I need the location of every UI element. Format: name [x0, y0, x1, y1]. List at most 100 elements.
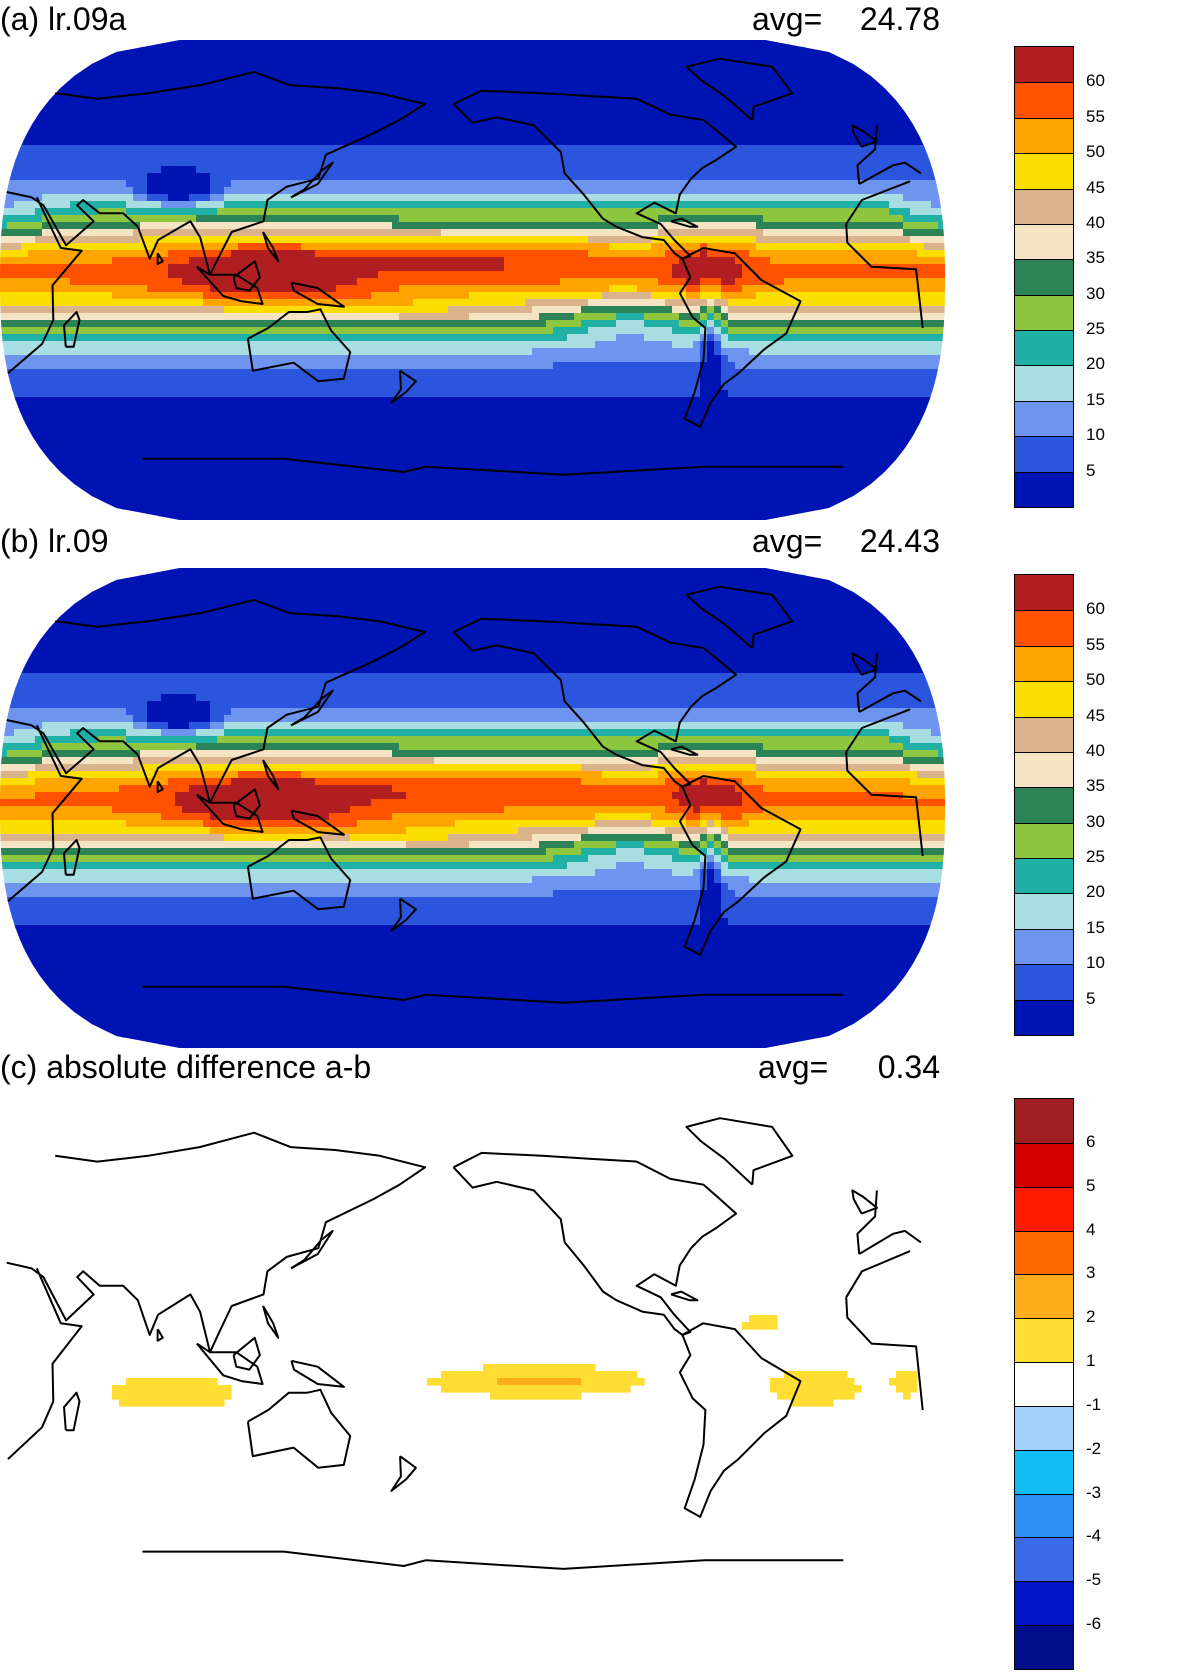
colorbar-swatch — [1015, 716, 1073, 752]
colorbar-a — [1014, 46, 1074, 508]
coastline-path — [142, 985, 844, 1004]
coastline-path — [6, 1131, 922, 1354]
colorbar-swatch — [1015, 822, 1073, 859]
colorbar-swatch — [1015, 294, 1073, 331]
coastline-path — [452, 1151, 738, 1336]
colorbar-tick-label: 60 — [1086, 599, 1105, 619]
coastline-path — [678, 247, 802, 428]
colorbar-swatch — [1015, 928, 1073, 965]
coastline-path — [678, 775, 802, 956]
colorbar-tick-label: 55 — [1086, 106, 1105, 126]
coastline-path — [290, 689, 334, 727]
colorbar-tick-label: -6 — [1086, 1614, 1102, 1634]
avg-value: 24.43 — [859, 523, 940, 559]
colorbar-swatch — [1015, 117, 1073, 154]
coastline-path — [63, 839, 81, 876]
colorbar-tick-label: 3 — [1086, 1263, 1096, 1283]
coastline-path — [390, 897, 417, 932]
coastline-path — [390, 1455, 417, 1492]
coastline-path — [156, 252, 164, 265]
map-b — [0, 568, 945, 1048]
coastline-path — [290, 281, 345, 308]
coastline-path — [290, 1229, 334, 1270]
colorbar-tick-label: 55 — [1086, 634, 1105, 654]
colorbar-swatch — [1015, 1405, 1073, 1450]
coastline-path — [246, 308, 352, 383]
colorbar-tick-label: 15 — [1086, 389, 1105, 409]
coastline-path — [670, 745, 699, 756]
colorbar-tick-label: 6 — [1086, 1131, 1096, 1151]
coastline-path — [851, 124, 878, 148]
colorbar-tick-label: -2 — [1086, 1438, 1102, 1458]
colorbar-swatch — [1015, 787, 1073, 823]
colorbar-tick-label: 30 — [1086, 811, 1105, 831]
colorbar-swatch — [1015, 893, 1073, 929]
coastline-path — [290, 1359, 345, 1388]
coastline-path — [670, 1290, 699, 1302]
coastline-path — [156, 1328, 164, 1342]
coastline-path — [196, 1342, 264, 1385]
panel-b: (b) lr.09 avg= 24.43 5 10 15 20 25 30 35 40 45 50… — [0, 522, 1183, 1048]
colorbar-tick-label: 25 — [1086, 319, 1105, 339]
colorbar-swatch — [1015, 1449, 1073, 1494]
colorbar-swatch — [1015, 1625, 1073, 1669]
panel-c: (c) absolute difference a-b avg= 0.34 -6… — [0, 1048, 1183, 1677]
coastline-path — [63, 311, 81, 348]
coastlines — [6, 1117, 924, 1570]
coastline-path — [262, 231, 280, 263]
coastline-path — [156, 780, 164, 793]
colorbar-swatch — [1015, 1493, 1073, 1538]
coastline-path — [685, 585, 794, 649]
colorbar-tick-label: -5 — [1086, 1570, 1102, 1590]
avg-label: avg= — [752, 1, 823, 37]
colorbar-tick-label: 10 — [1086, 425, 1105, 445]
avg-label: avg= — [752, 523, 823, 559]
colorbar-swatch — [1015, 999, 1073, 1035]
coastlines — [6, 585, 924, 1004]
coastline-path — [851, 652, 878, 676]
colorbar-tick-label: -1 — [1086, 1394, 1102, 1414]
panel-title: (b) lr.09 — [0, 523, 109, 559]
field-cells — [0, 568, 945, 1048]
colorbar-swatch — [1015, 259, 1073, 295]
coastline-path — [142, 457, 844, 476]
coastline-path — [7, 1250, 924, 1460]
panel-title: (c) absolute difference a-b — [0, 1049, 372, 1085]
colorbar-c — [1014, 1098, 1074, 1670]
coastline-path — [262, 1305, 280, 1339]
colorbar-tick-label: 20 — [1086, 882, 1105, 902]
colorbar-tick-label: -3 — [1086, 1482, 1102, 1502]
colorbar-tick-label: 4 — [1086, 1219, 1096, 1239]
coastline-path — [685, 57, 794, 121]
map-c — [6, 1117, 924, 1570]
colorbar-swatch — [1015, 1142, 1073, 1187]
coastline-path — [390, 369, 417, 404]
colorbar-tick-label: 35 — [1086, 776, 1105, 796]
colorbar-tick-label: 15 — [1086, 917, 1105, 937]
coastline-path — [232, 788, 261, 820]
colorbar-swatch — [1015, 188, 1073, 224]
colorbar-swatch — [1015, 365, 1073, 401]
colorbar-tick-label: 40 — [1086, 740, 1105, 760]
coastline-path — [196, 793, 264, 833]
colorbar-tick-label: 10 — [1086, 953, 1105, 973]
coastline-path — [232, 260, 261, 292]
colorbar-swatch — [1015, 1318, 1073, 1363]
colorbar-swatch — [1015, 964, 1073, 1000]
colorbar-swatch — [1015, 1581, 1073, 1626]
coastline-path — [670, 217, 699, 228]
colorbar-tick-label: 50 — [1086, 142, 1105, 162]
colorbar-tick-label: 5 — [1086, 460, 1096, 480]
colorbar-tick-label: 50 — [1086, 670, 1105, 690]
coastline-path — [246, 836, 352, 911]
coastline-path — [196, 265, 264, 305]
colorbar-tick-label: -4 — [1086, 1526, 1102, 1546]
field-cells — [112, 1315, 918, 1407]
avg-value: 24.78 — [859, 1, 940, 37]
panel-title: (a) lr.09a — [0, 1, 127, 37]
colorbar-swatch — [1015, 223, 1073, 260]
coastline-path — [7, 180, 924, 375]
field-cells — [0, 40, 945, 520]
colorbar-swatch — [1015, 681, 1073, 717]
colorbar-swatch — [1015, 751, 1073, 788]
